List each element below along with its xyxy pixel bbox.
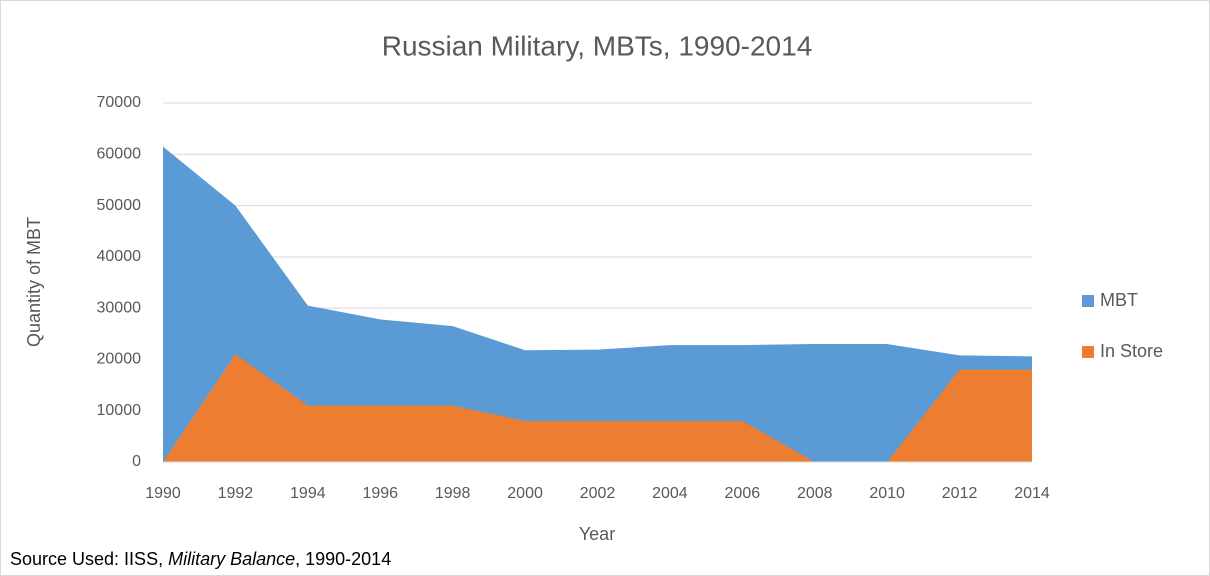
x-tick-label: 2008 bbox=[797, 485, 833, 502]
y-tick-label: 0 bbox=[132, 453, 141, 470]
source-prefix: Source Used: IISS, bbox=[10, 549, 168, 569]
legend-label: MBT bbox=[1100, 290, 1138, 310]
x-tick-label: 2002 bbox=[580, 485, 616, 502]
source-suffix: , 1990-2014 bbox=[295, 549, 391, 569]
x-tick-label: 1996 bbox=[362, 485, 398, 502]
chart-title: Russian Military, MBTs, 1990-2014 bbox=[382, 30, 813, 61]
y-tick-label: 60000 bbox=[97, 146, 142, 163]
x-axis-label: Year bbox=[579, 524, 615, 544]
legend-swatch bbox=[1082, 346, 1094, 358]
y-tick-label: 10000 bbox=[97, 402, 142, 419]
source-note: Source Used: IISS, Military Balance, 199… bbox=[10, 549, 391, 569]
y-tick-label: 30000 bbox=[97, 299, 142, 316]
x-tick-label: 2010 bbox=[869, 485, 905, 502]
x-tick-label: 2000 bbox=[507, 485, 543, 502]
x-tick-label: 1990 bbox=[145, 485, 181, 502]
x-tick-label: 2014 bbox=[1014, 485, 1050, 502]
source-title: Military Balance bbox=[168, 549, 295, 569]
legend-swatch bbox=[1082, 295, 1094, 307]
x-tick-label: 1998 bbox=[435, 485, 471, 502]
y-axis-label: Quantity of MBT bbox=[24, 217, 44, 347]
x-tick-label: 2006 bbox=[725, 485, 761, 502]
area bbox=[163, 146, 1032, 463]
legend-label: In Store bbox=[1100, 341, 1163, 361]
x-tick-label: 2004 bbox=[652, 485, 688, 502]
x-tick-label: 1994 bbox=[290, 485, 326, 502]
y-tick-label: 50000 bbox=[97, 197, 142, 214]
x-tick-label: 1992 bbox=[218, 485, 254, 502]
y-tick-label: 70000 bbox=[97, 94, 142, 111]
y-tick-label: 40000 bbox=[97, 248, 142, 265]
area bbox=[163, 354, 1032, 462]
y-tick-label: 20000 bbox=[97, 351, 142, 368]
x-tick-label: 2012 bbox=[942, 485, 978, 502]
